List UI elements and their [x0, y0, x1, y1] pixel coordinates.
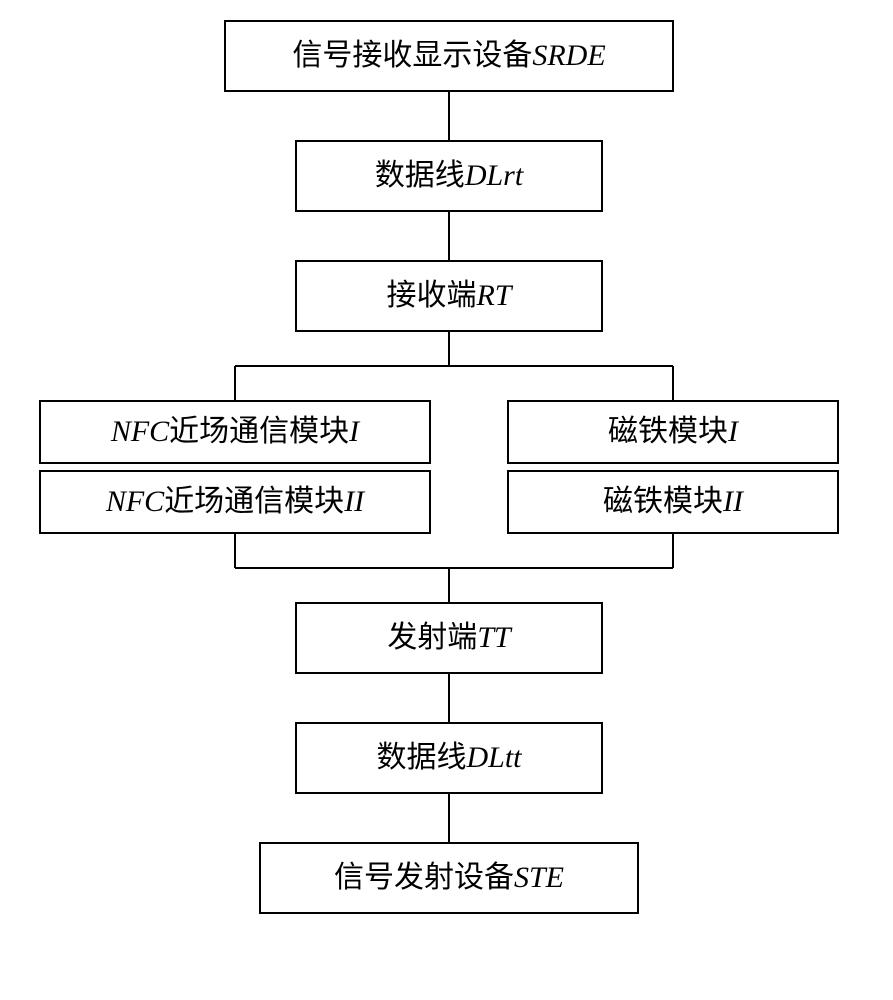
- node-label: 发射端TT: [387, 621, 513, 654]
- node-nfc2: NFC近场通信模块II: [40, 471, 430, 533]
- node-dltt: 数据线DLtt: [296, 723, 602, 793]
- node-label: NFC近场通信模块I: [110, 415, 361, 448]
- node-mag1: 磁铁模块I: [508, 401, 838, 463]
- node-label: 信号发射设备STE: [334, 861, 564, 894]
- node-label: 信号接收显示设备SRDE: [292, 39, 605, 72]
- node-label: NFC近场通信模块II: [105, 485, 366, 518]
- node-tt: 发射端TT: [296, 603, 602, 673]
- node-nfc1: NFC近场通信模块I: [40, 401, 430, 463]
- node-srde: 信号接收显示设备SRDE: [225, 21, 673, 91]
- node-label: 数据线DLtt: [376, 741, 522, 774]
- node-mag2: 磁铁模块II: [508, 471, 838, 533]
- node-label: 磁铁模块I: [608, 415, 740, 448]
- flowchart-nodes: 信号接收显示设备SRDE 数据线DLrt 接收端RT NFC近场通信模块I 磁铁模块I N…: [40, 21, 838, 913]
- node-dlrt: 数据线DLrt: [296, 141, 602, 211]
- node-ste: 信号发射设备STE: [260, 843, 638, 913]
- node-label: 磁铁模块II: [603, 485, 745, 518]
- node-label: 接收端RT: [386, 279, 513, 312]
- node-rt: 接收端RT: [296, 261, 602, 331]
- node-label: 数据线DLrt: [375, 159, 524, 192]
